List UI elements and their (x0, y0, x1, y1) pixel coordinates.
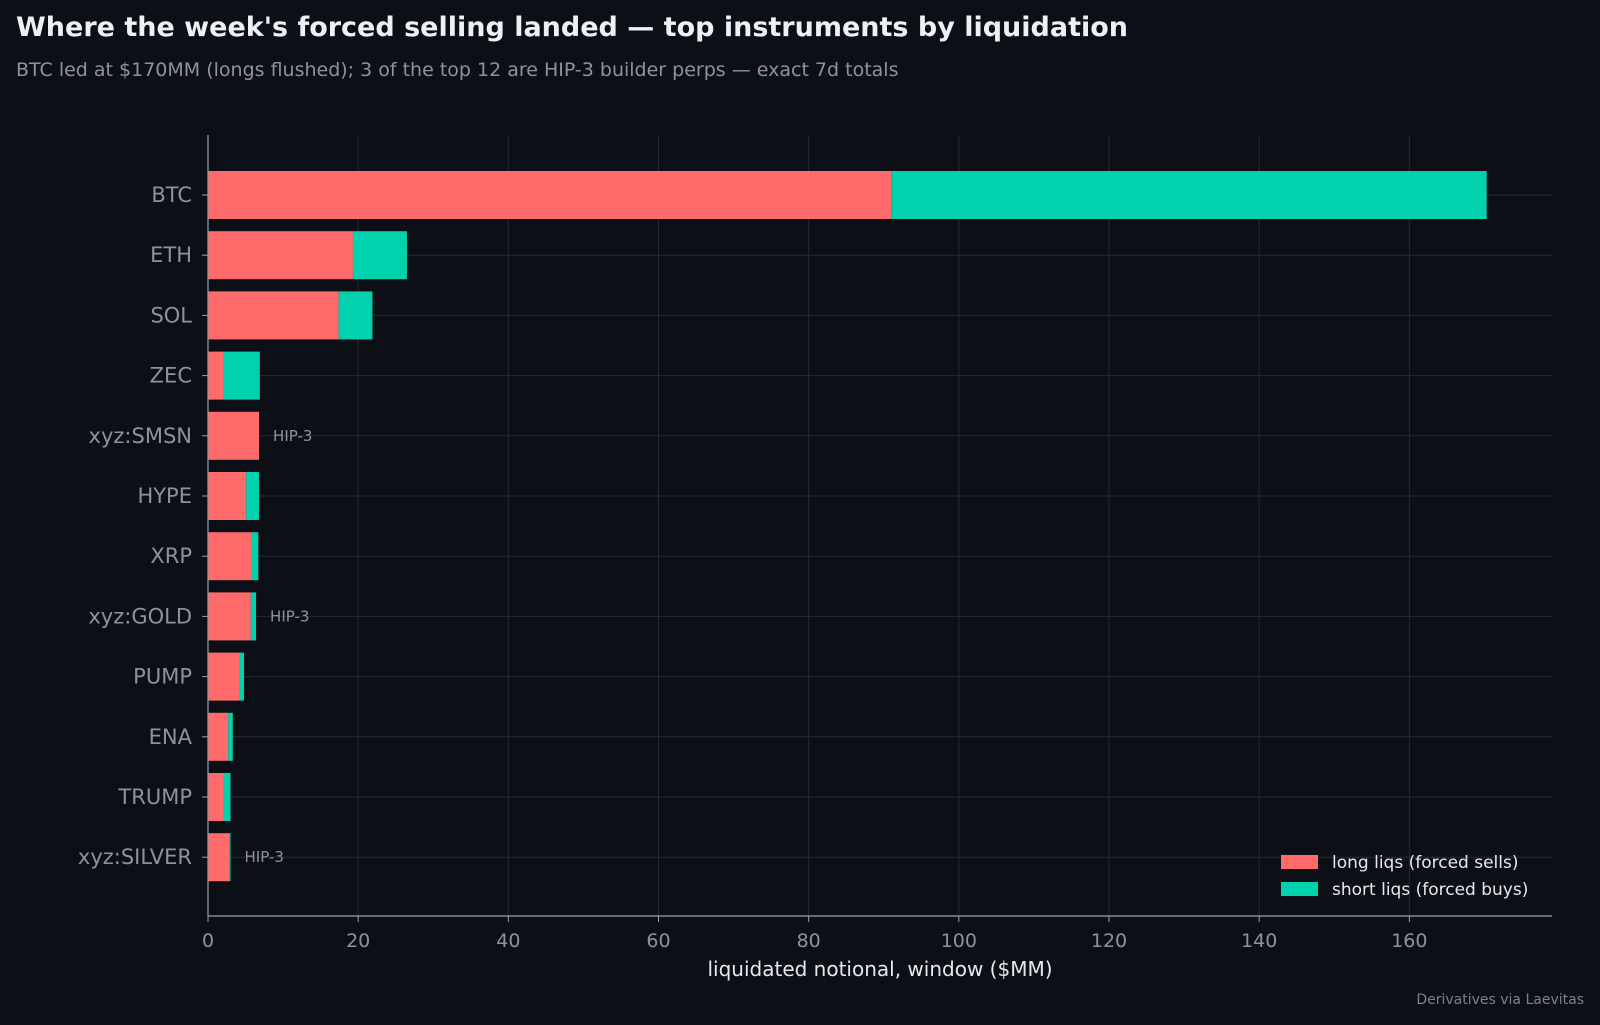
legend-swatch (1281, 882, 1318, 896)
bar-long-xyz-smsn (208, 411, 260, 460)
category-label: xyz:SILVER (78, 845, 192, 869)
x-tick-label: 20 (346, 930, 370, 952)
chart-title: Where the week's forced selling landed —… (16, 12, 1128, 43)
category-label: xyz:GOLD (88, 604, 192, 628)
source-credit: Derivatives via Laevitas (1416, 992, 1584, 1008)
x-tick-label: 60 (646, 930, 670, 952)
bar-short-hype (246, 472, 260, 520)
x-axis-label: liquidated notional, window ($MM) (707, 957, 1052, 981)
legend-swatch (1281, 855, 1318, 869)
bar-long-xyz-silver (208, 833, 230, 882)
bar-long-btc (208, 171, 892, 219)
bar-short-eth (352, 231, 407, 280)
legend-label: long liqs (forced sells) (1332, 853, 1518, 873)
bar-long-sol (208, 291, 339, 340)
category-label: SOL (150, 303, 192, 327)
category-labels: BTC ETH SOL ZEC xyz:SMSN HYPE XRP xyz:GOLD PUMP E… (78, 183, 193, 869)
bar-short-sol (338, 291, 373, 340)
bar-short-xyz-silver (229, 833, 231, 882)
bar-short-pump (239, 652, 245, 701)
bar-long-xrp (208, 532, 252, 581)
x-tick-label: 80 (797, 930, 821, 952)
category-label: ENA (149, 725, 193, 749)
annotations: HIP-3 HIP-3 HIP-3 (245, 427, 313, 866)
category-label: HYPE (137, 484, 192, 508)
bar-short-ena (228, 712, 233, 761)
bar-short-xyz-gold (250, 592, 257, 641)
bar-long-pump (208, 652, 240, 701)
category-label: XRP (150, 544, 192, 568)
category-label: BTC (151, 183, 192, 207)
bar-long-eth (208, 231, 353, 280)
x-tick-label: 40 (496, 930, 520, 952)
bar-short-btc (891, 171, 1487, 219)
bars (208, 171, 1487, 882)
grid-lines (207, 135, 1552, 916)
legend-label: short liqs (forced buys) (1332, 880, 1528, 900)
axes: 0 20 40 60 80 100 120 140 160 (202, 135, 1552, 952)
legend: long liqs (forced sells) short liqs (forc… (1281, 853, 1528, 900)
bar-long-zec (208, 351, 224, 400)
category-label: ETH (150, 243, 192, 267)
hip3-annotation: HIP-3 (245, 848, 284, 866)
bar-long-ena (208, 712, 229, 761)
x-tick-label: 100 (941, 930, 977, 952)
chart-subtitle: BTC led at $170MM (longs flushed); 3 of … (16, 59, 899, 81)
category-label: PUMP (133, 665, 192, 689)
bar-short-trump (223, 773, 231, 821)
bar-long-trump (208, 773, 224, 821)
category-label: xyz:SMSN (89, 424, 192, 448)
hip3-annotation: HIP-3 (273, 427, 312, 445)
x-tick-label: 0 (202, 930, 214, 952)
bar-long-xyz-gold (208, 592, 251, 641)
x-tick-label: 120 (1091, 930, 1127, 952)
x-tick-label: 160 (1391, 930, 1427, 952)
bar-short-zec (223, 351, 260, 400)
category-label: ZEC (150, 364, 192, 388)
x-tick-label: 140 (1241, 930, 1277, 952)
bar-short-xrp (251, 532, 259, 581)
hip3-annotation: HIP-3 (270, 607, 309, 625)
bar-long-hype (208, 472, 247, 520)
category-label: TRUMP (117, 785, 192, 809)
